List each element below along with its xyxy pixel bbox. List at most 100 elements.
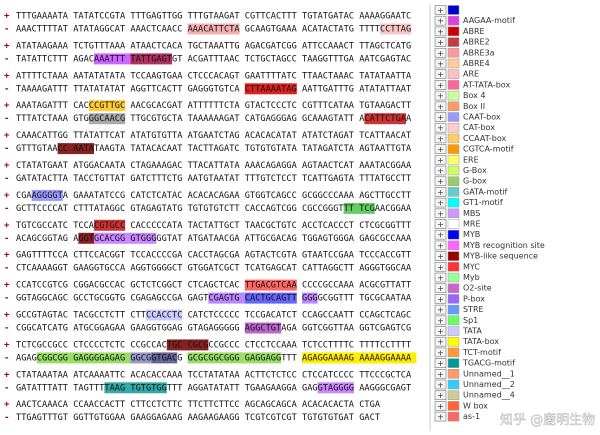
- legend-toggle-box[interactable]: [434, 411, 447, 422]
- legend-toggle-box[interactable]: [434, 122, 447, 133]
- legend-toggle[interactable]: +: [437, 306, 444, 315]
- legend-toggle[interactable]: +: [437, 413, 444, 422]
- legend-swatch: [447, 26, 460, 37]
- legend-toggle-box[interactable]: [434, 283, 447, 294]
- legend-toggle-box[interactable]: [434, 261, 447, 272]
- legend-toggle-box[interactable]: [434, 401, 447, 411]
- sequence-line: GCCGTAGTAC TACGCCTCTT CTTCCACCTC CATCTCC…: [16, 311, 411, 321]
- legend-toggle[interactable]: +: [437, 348, 444, 357]
- legend-toggle-box[interactable]: [434, 390, 447, 401]
- legend-toggle-box[interactable]: [434, 368, 447, 379]
- legend-toggle-box[interactable]: [434, 165, 447, 176]
- legend-toggle-box[interactable]: [434, 187, 447, 197]
- legend-toggle[interactable]: +: [437, 402, 444, 411]
- legend-toggle-box[interactable]: [434, 379, 447, 390]
- legend-toggle[interactable]: +: [437, 102, 444, 111]
- legend-toggle-box[interactable]: [434, 133, 447, 144]
- legend-toggle-box[interactable]: [434, 240, 447, 251]
- sequence-line: CTATATGAAT ATGGACAATA CTAGAAAGAC TTACATT…: [16, 161, 412, 171]
- legend-toggle-box[interactable]: [434, 47, 447, 58]
- legend-toggle-box[interactable]: [434, 80, 447, 90]
- legend-toggle[interactable]: +: [437, 241, 444, 250]
- legend-toggle[interactable]: +: [437, 391, 444, 400]
- legend-swatch: [447, 48, 460, 58]
- motif-highlight: [94, 219, 126, 231]
- legend-toggle-box[interactable]: [434, 5, 447, 15]
- legend-toggle-box[interactable]: [434, 251, 447, 261]
- legend-toggle[interactable]: +: [437, 17, 444, 26]
- legend-toggle[interactable]: +: [437, 49, 444, 58]
- legend-toggle-box[interactable]: [434, 219, 447, 229]
- legend-swatch: [447, 69, 460, 79]
- legend-toggle[interactable]: +: [437, 167, 444, 176]
- legend-toggle-box[interactable]: [434, 90, 447, 101]
- legend-swatch: [447, 379, 460, 390]
- legend-toggle[interactable]: +: [437, 252, 444, 261]
- legend-toggle[interactable]: +: [437, 231, 444, 240]
- legend-toggle-box[interactable]: [434, 69, 447, 80]
- legend-toggle[interactable]: +: [437, 381, 444, 390]
- legend-toggle-box[interactable]: [434, 101, 447, 112]
- legend-toggle[interactable]: +: [437, 124, 444, 133]
- strand-sign: +: [4, 340, 10, 350]
- legend-label: TCT-motif: [462, 348, 501, 357]
- legend-toggle-box[interactable]: [434, 176, 447, 187]
- sequence-line: GATATTTATT TAGTTTTAAG TGTGTGGTTT AGGATAT…: [16, 383, 411, 393]
- legend-toggle-box[interactable]: [434, 197, 447, 208]
- legend-toggle[interactable]: +: [437, 263, 444, 272]
- legend-toggle-box[interactable]: [434, 229, 447, 240]
- legend-toggle[interactable]: +: [437, 338, 444, 347]
- legend-toggle[interactable]: +: [437, 113, 444, 122]
- legend-swatch: [447, 176, 460, 186]
- legend-toggle-box[interactable]: [434, 336, 447, 347]
- legend-toggle[interactable]: +: [437, 370, 444, 379]
- legend-toggle[interactable]: +: [437, 27, 444, 36]
- legend-toggle[interactable]: +: [437, 145, 444, 154]
- legend-toggle-box[interactable]: [434, 272, 447, 283]
- legend-toggle[interactable]: +: [437, 274, 444, 283]
- sequence-line: GCTTCCCCAT CTTTATAGGC GTAGAGTATG TGTGTGT…: [16, 204, 412, 214]
- legend-label: G-box: [463, 177, 487, 186]
- legend-toggle-box[interactable]: [434, 37, 447, 47]
- legend-label: CCAAT-box: [463, 134, 506, 143]
- legend-toggle[interactable]: +: [437, 295, 444, 304]
- legend-label: ERE: [463, 155, 479, 164]
- legend-toggle-box[interactable]: [434, 358, 447, 368]
- legend-toggle[interactable]: +: [437, 60, 444, 69]
- legend-toggle[interactable]: +: [437, 209, 444, 218]
- motif-highlight: [317, 382, 354, 394]
- legend-toggle[interactable]: +: [437, 70, 444, 79]
- legend-toggle[interactable]: +: [437, 177, 444, 186]
- legend-toggle[interactable]: +: [437, 92, 444, 101]
- legend-toggle[interactable]: +: [437, 316, 444, 325]
- legend-toggle-box[interactable]: [434, 315, 447, 326]
- legend-toggle[interactable]: +: [437, 156, 444, 165]
- legend-toggle[interactable]: +: [437, 6, 444, 15]
- legend-toggle[interactable]: +: [437, 134, 444, 143]
- legend-toggle-box[interactable]: [434, 347, 447, 358]
- legend-toggle-box[interactable]: [434, 144, 447, 154]
- legend-swatch: [447, 165, 460, 176]
- legend-toggle[interactable]: +: [437, 38, 444, 47]
- legend-toggle-box[interactable]: [434, 112, 447, 122]
- sequence-line: TTTATCTAAA GTGGGCAACG TTGCGTGCTA TAAAAAA…: [16, 114, 412, 124]
- legend-toggle-box[interactable]: [434, 304, 447, 315]
- legend-toggle-box[interactable]: [434, 294, 447, 304]
- legend-label: CGTCA-motif: [463, 145, 514, 154]
- legend-toggle[interactable]: +: [437, 284, 444, 293]
- legend-toggle[interactable]: +: [437, 199, 444, 208]
- legend-toggle-box[interactable]: [434, 208, 447, 219]
- strand-sign: -: [4, 234, 9, 244]
- legend-toggle-box[interactable]: [434, 15, 447, 26]
- legend-toggle[interactable]: +: [437, 359, 444, 368]
- legend-toggle[interactable]: +: [437, 327, 444, 336]
- legend-toggle-box[interactable]: [434, 26, 447, 37]
- legend-toggle-box[interactable]: [434, 326, 447, 336]
- legend-toggle-box[interactable]: [434, 58, 447, 69]
- motif-highlight: [78, 232, 94, 244]
- legend-toggle[interactable]: +: [437, 81, 444, 90]
- legend-toggle-box[interactable]: [434, 154, 447, 165]
- legend-toggle[interactable]: +: [437, 220, 444, 229]
- legend-label: MYB: [463, 230, 480, 239]
- legend-toggle[interactable]: +: [437, 188, 444, 197]
